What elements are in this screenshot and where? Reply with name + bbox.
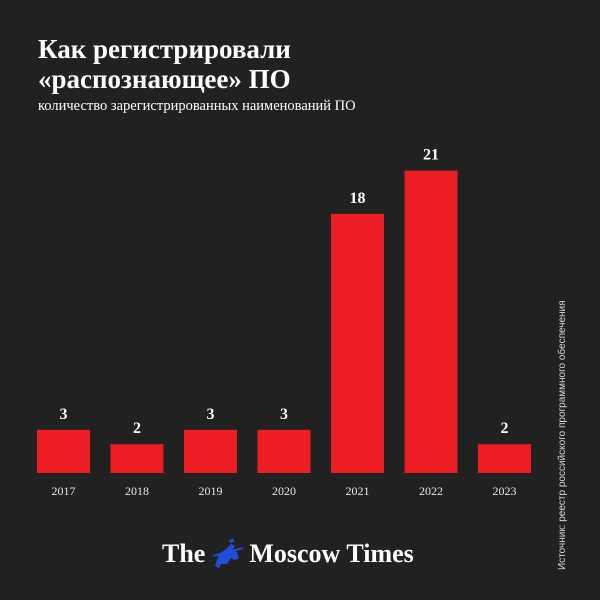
bar-2021 xyxy=(331,213,384,474)
category-label-2022: 2022 xyxy=(419,484,443,498)
value-label-2022: 21 xyxy=(423,147,439,164)
category-label-2021: 2021 xyxy=(346,484,370,498)
bar-2018 xyxy=(110,444,164,473)
source-note: Источник: реестр российского программног… xyxy=(557,300,568,570)
value-label-2021: 18 xyxy=(350,190,366,207)
brand-left-text: The xyxy=(162,539,206,568)
value-label-2017: 3 xyxy=(60,406,68,423)
value-label-2023: 2 xyxy=(501,420,509,437)
bar-2023 xyxy=(478,444,531,473)
value-label-2019: 3 xyxy=(207,406,215,423)
st-george-emblem-icon xyxy=(209,536,245,572)
value-label-2018: 2 xyxy=(133,420,141,437)
brand-right-text: Moscow Times xyxy=(249,539,414,568)
category-label-2018: 2018 xyxy=(125,484,149,498)
bar-2017 xyxy=(37,429,90,473)
chart-subtitle: количество зарегистрированных наименован… xyxy=(38,98,356,114)
bar-2019 xyxy=(184,429,237,473)
category-label-2023: 2023 xyxy=(493,484,517,498)
brand-logo: The Moscow Times xyxy=(162,534,414,574)
bar-2020 xyxy=(257,429,311,473)
value-label-2020: 3 xyxy=(280,406,288,423)
category-label-2019: 2019 xyxy=(199,484,223,498)
chart-title: Как регистрировали «распознающее» ПО xyxy=(38,34,291,94)
category-label-2020: 2020 xyxy=(272,484,296,498)
category-label-2017: 2017 xyxy=(52,484,76,498)
bar-2022 xyxy=(404,170,458,473)
